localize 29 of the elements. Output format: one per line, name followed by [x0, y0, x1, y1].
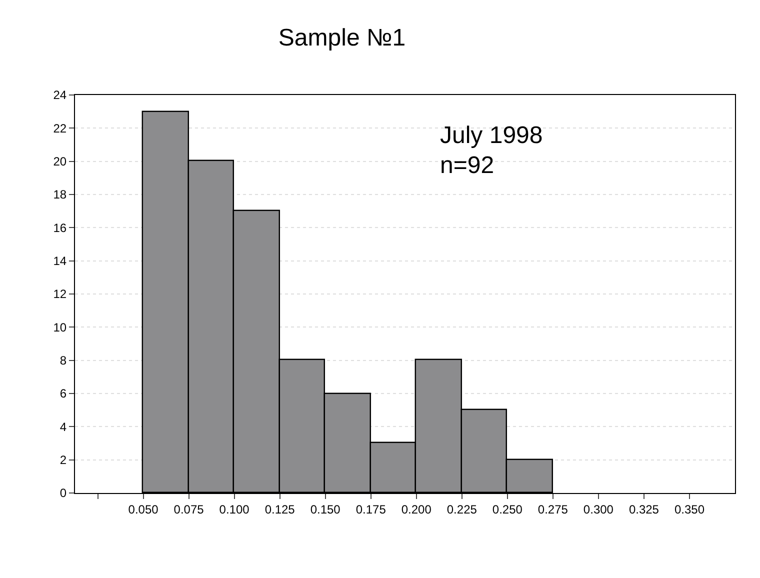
y-tick-label: 8	[60, 354, 67, 368]
x-tick-label: 0.125	[264, 502, 296, 516]
y-tick-label: 18	[53, 188, 67, 202]
y-tick-label: 10	[53, 320, 67, 334]
x-tick-label: 0.225	[446, 502, 478, 516]
x-tick-label: 0.250	[492, 502, 523, 516]
y-tick-label: 12	[53, 287, 67, 302]
annotation: July 1998	[440, 122, 543, 149]
y-tick-label: 14	[53, 254, 67, 268]
annotation: n=92	[440, 152, 494, 179]
x-tick-label: 0.175	[356, 502, 386, 516]
x-tick-label: 0.200	[401, 502, 432, 516]
x-tick-label: 0.300	[583, 502, 614, 516]
y-tick-label: 20	[53, 154, 67, 169]
y-tick-label: 24	[53, 88, 67, 102]
y-tick-label: 2	[60, 453, 67, 468]
x-tick-label: 0.325	[628, 502, 660, 516]
x-tick-label: 0.150	[310, 502, 341, 516]
x-tick-label: 0.350	[674, 502, 705, 516]
x-tick-label: 0.075	[174, 502, 204, 516]
y-tick-label: 4	[60, 420, 67, 434]
x-tick-label: 0.275	[538, 502, 568, 516]
y-tick-label: 0	[60, 486, 67, 500]
y-tick-label: 6	[60, 386, 67, 401]
y-tick-label: 16	[53, 220, 67, 235]
y-tick-label: 22	[53, 121, 67, 136]
x-tick-label: 0.050	[128, 502, 159, 516]
x-tick-label: 0.100	[219, 502, 250, 516]
chart-title: Sample №1	[278, 24, 406, 52]
